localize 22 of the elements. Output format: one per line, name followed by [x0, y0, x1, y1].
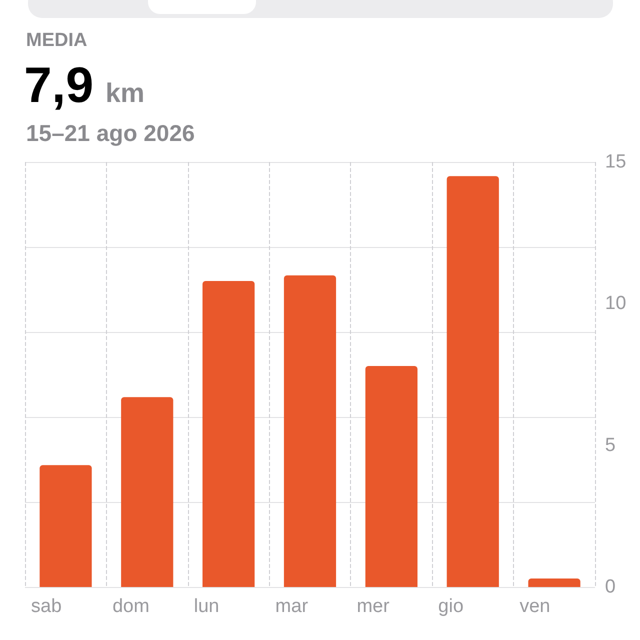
bar	[284, 275, 336, 587]
bar	[40, 465, 92, 587]
y-tick-label: 15	[605, 152, 626, 172]
text: 7,9	[24, 57, 94, 113]
x-tick-label: mer	[356, 596, 390, 617]
bar	[446, 176, 499, 587]
y-tick-label: 10	[605, 293, 626, 314]
bar	[365, 366, 418, 587]
text: km	[106, 78, 145, 108]
x-tick-label: dom	[112, 596, 150, 617]
chart-title: MEDIA	[26, 30, 88, 52]
y-tick-label: 5	[605, 434, 616, 456]
x-tick-label: mar	[275, 596, 309, 617]
bar	[528, 578, 580, 587]
y-tick-label: 0	[605, 576, 616, 598]
chart-subtitle: 15–21 ago 2026	[26, 120, 195, 147]
x-tick-label: ven	[520, 596, 550, 617]
bar	[121, 397, 174, 587]
x-tick-label: lun	[194, 596, 220, 617]
x-tick-label: sab	[31, 596, 62, 617]
x-tick-label: gio	[438, 596, 464, 617]
bar	[202, 281, 255, 587]
